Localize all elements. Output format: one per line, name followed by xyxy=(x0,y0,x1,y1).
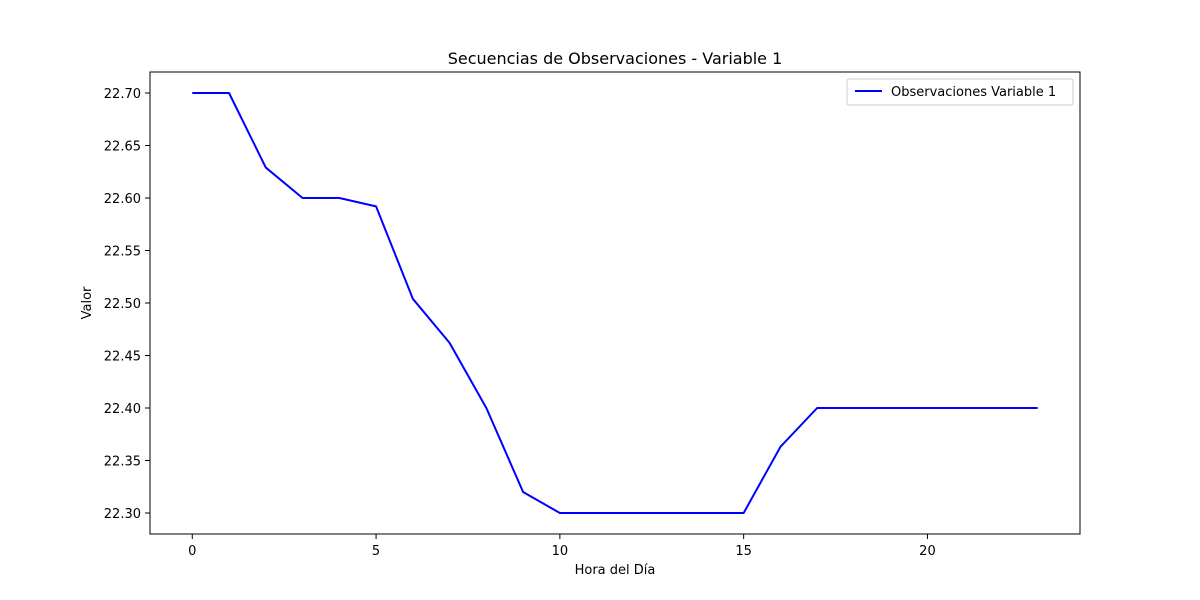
x-tick-label: 15 xyxy=(735,544,752,559)
y-axis: 22.30 22.35 22.40 22.45 22.50 22.55 22.60 22.65… xyxy=(104,87,150,522)
x-axis: 0 5 10 15 20 xyxy=(188,534,936,559)
x-tick-label: 20 xyxy=(919,544,936,559)
y-axis-label: Valor xyxy=(80,286,95,319)
x-tick-label: 10 xyxy=(552,544,569,559)
y-tick-label: 22.30 xyxy=(104,507,141,522)
y-tick-label: 22.65 xyxy=(104,140,141,155)
y-tick-label: 22.55 xyxy=(104,245,141,260)
x-axis-label: Hora del Día xyxy=(575,563,656,578)
y-tick-label: 22.60 xyxy=(104,192,141,207)
y-tick-label: 22.35 xyxy=(104,455,141,470)
chart-title: Secuencias de Observaciones - Variable 1 xyxy=(448,49,783,68)
series-layer xyxy=(192,92,1038,514)
y-tick-label: 22.40 xyxy=(104,402,141,417)
legend-box xyxy=(846,78,1074,106)
x-tick-label: 5 xyxy=(372,544,380,559)
y-tick-label: 22.45 xyxy=(104,350,141,365)
legend-label-observaciones: Observaciones Variable 1 xyxy=(891,85,1056,100)
y-tick-label: 22.70 xyxy=(104,87,141,102)
y-tick-label: 22.50 xyxy=(104,297,141,312)
series-line-0 xyxy=(192,92,1038,514)
x-tick-label: 0 xyxy=(188,544,196,559)
legend: Observaciones Variable 1 xyxy=(846,78,1074,106)
axes-frame xyxy=(149,71,1081,535)
